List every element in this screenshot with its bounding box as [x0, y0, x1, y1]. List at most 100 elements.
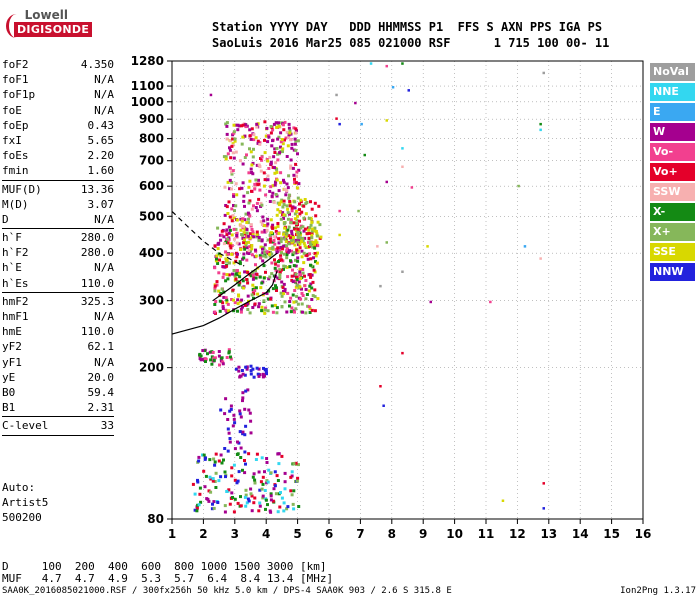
echo-point	[212, 506, 216, 510]
echo-point	[279, 491, 282, 494]
echo-point	[314, 260, 317, 264]
echo-point	[255, 366, 259, 370]
echo-point	[283, 138, 286, 142]
echo-point	[274, 180, 277, 184]
echo-point	[285, 232, 289, 236]
echo-point	[229, 139, 233, 143]
echo-point	[225, 137, 229, 141]
echo-point	[235, 255, 239, 259]
echo-point	[244, 212, 248, 216]
echo-point	[235, 241, 239, 245]
param-value: 1.60	[87, 164, 115, 178]
echo-point	[230, 233, 234, 237]
echo-point	[294, 131, 298, 135]
echo-point	[304, 279, 308, 282]
echo-point	[315, 234, 319, 238]
echo-point	[236, 128, 240, 132]
header-line-1: Station YYYY DAY DDD HHMMSS P1 FFS S AXN…	[212, 20, 603, 34]
echo-point	[307, 240, 310, 244]
echo-point	[227, 273, 231, 277]
echo-point	[295, 294, 299, 298]
param-name: foF1p	[2, 88, 36, 102]
echo-point	[225, 298, 229, 302]
echo-point	[245, 501, 249, 505]
echo-point	[260, 305, 264, 309]
y-tick-label: 800	[139, 132, 164, 146]
echo-point	[225, 356, 229, 359]
echo-point	[278, 276, 282, 280]
echo-point	[280, 294, 284, 298]
echo-point	[251, 172, 255, 176]
echo-point	[237, 470, 241, 474]
echo-point	[279, 240, 283, 244]
echo-point	[238, 260, 242, 264]
echo-point	[243, 495, 247, 499]
echo-point	[225, 205, 229, 209]
echo-point	[259, 245, 263, 249]
echo-point	[267, 167, 271, 170]
echo-point	[288, 200, 292, 203]
echo-point	[303, 284, 307, 288]
echo-point	[241, 279, 245, 283]
echo-point	[212, 356, 216, 360]
y-tick-label: 500	[139, 209, 164, 223]
echo-point	[242, 256, 246, 260]
echo-point	[294, 264, 298, 268]
echo-point	[271, 499, 275, 503]
echo-point	[216, 501, 220, 504]
echo-point	[302, 204, 306, 208]
legend-item-w: W	[650, 123, 695, 141]
echo-point	[277, 231, 281, 235]
echo-point	[215, 283, 219, 287]
echo-point	[221, 307, 225, 310]
echo-point	[385, 64, 388, 68]
echo-point	[295, 222, 298, 225]
echo-point	[246, 497, 250, 501]
echo-point	[288, 204, 292, 208]
echo-point	[233, 209, 236, 213]
echo-point	[241, 372, 245, 376]
echo-point	[199, 500, 203, 504]
echo-point	[257, 367, 261, 371]
echo-point	[295, 275, 298, 279]
echo-point	[310, 308, 314, 312]
legend-item-sse: SSE	[650, 243, 695, 261]
echo-point	[245, 365, 249, 369]
echo-point	[247, 201, 251, 205]
echo-point	[308, 273, 312, 277]
echo-point	[232, 156, 236, 160]
echo-point	[287, 126, 291, 130]
echo-point	[291, 293, 295, 297]
echo-point	[379, 385, 382, 388]
echo-point	[314, 239, 318, 243]
echo-point	[280, 280, 284, 284]
echo-point	[287, 225, 291, 229]
echo-point	[232, 463, 236, 467]
echo-point	[286, 217, 290, 221]
param-value: 4.350	[80, 58, 114, 71]
echo-point	[223, 185, 227, 189]
echo-point	[278, 151, 282, 155]
echo-point	[223, 213, 227, 217]
echo-point	[282, 292, 286, 296]
echo-point	[313, 288, 317, 292]
echo-point	[246, 302, 250, 306]
echo-point	[236, 440, 239, 444]
echo-point	[238, 300, 242, 304]
echo-point	[293, 217, 297, 221]
echo-point	[293, 177, 296, 181]
echo-point	[238, 281, 242, 285]
echo-point	[251, 230, 255, 234]
echo-point	[243, 450, 247, 454]
echo-point	[222, 295, 226, 299]
param-separator	[2, 291, 114, 293]
echo-point	[376, 245, 379, 248]
echo-point	[290, 493, 294, 497]
echo-point	[276, 224, 280, 228]
param-value: 33	[100, 419, 114, 433]
echo-point	[204, 360, 207, 363]
echo-point	[237, 283, 241, 287]
param-name: yF2	[2, 340, 22, 354]
echo-point	[253, 289, 257, 292]
x-tick-label: 9	[419, 527, 427, 541]
